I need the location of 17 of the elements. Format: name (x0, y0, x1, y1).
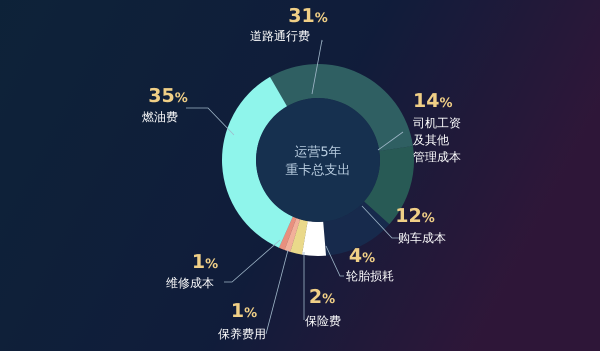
data-label: 1% (192, 251, 218, 273)
slice-label: 维修成本 (166, 276, 214, 290)
slice-label: 燃油费 (142, 110, 178, 124)
slice-label: 轮胎损耗 (346, 269, 394, 283)
data-label: 31% (288, 5, 328, 27)
text: 运营5年重卡总支出 (286, 145, 350, 178)
slice-label: 道路通行费 (250, 29, 310, 43)
data-label: 12% (395, 205, 435, 227)
data-label: 1% (230, 300, 258, 322)
slice-label: 保险费 (305, 314, 341, 328)
slice-label: 司机工资及其他管理成本 (413, 116, 461, 164)
data-label: 35% (148, 85, 188, 107)
slice-label: 保养费用 (218, 327, 266, 341)
slice-label: 购车成本 (398, 231, 446, 245)
data-label: 14% (413, 90, 452, 112)
data-label: 4% (348, 245, 376, 267)
data-label: 2% (308, 286, 336, 308)
